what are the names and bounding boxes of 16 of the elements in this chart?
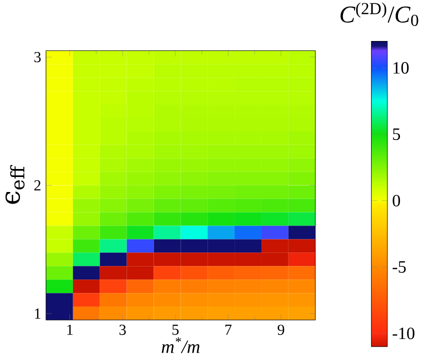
x-axis-title: m$^{*}$/m xyxy=(162,337,200,354)
color-bar-label: 5 xyxy=(393,128,400,140)
color-bar-label: -10 xyxy=(392,328,414,340)
color-bar-label: -5 xyxy=(392,261,406,273)
x-tick-label: 5 xyxy=(172,324,179,335)
color-bar-label: 0 xyxy=(392,194,400,206)
x-tick-label: 7 xyxy=(225,324,232,335)
y-axis-title: ϵ$_{eff}$ xyxy=(5,164,25,204)
x-tick-label: 9 xyxy=(278,324,284,335)
color-bar-label: 10 xyxy=(394,62,409,74)
y-tick-label: 1 xyxy=(35,308,40,319)
y-tick-label: 2 xyxy=(34,180,40,190)
x-tick-label: 3 xyxy=(119,324,126,335)
x-tick-label: 1 xyxy=(67,324,73,335)
y-tick-label: 3 xyxy=(34,52,41,62)
color-bar-title: C$^{(2D)}$/C$_{0}$ xyxy=(340,2,418,26)
